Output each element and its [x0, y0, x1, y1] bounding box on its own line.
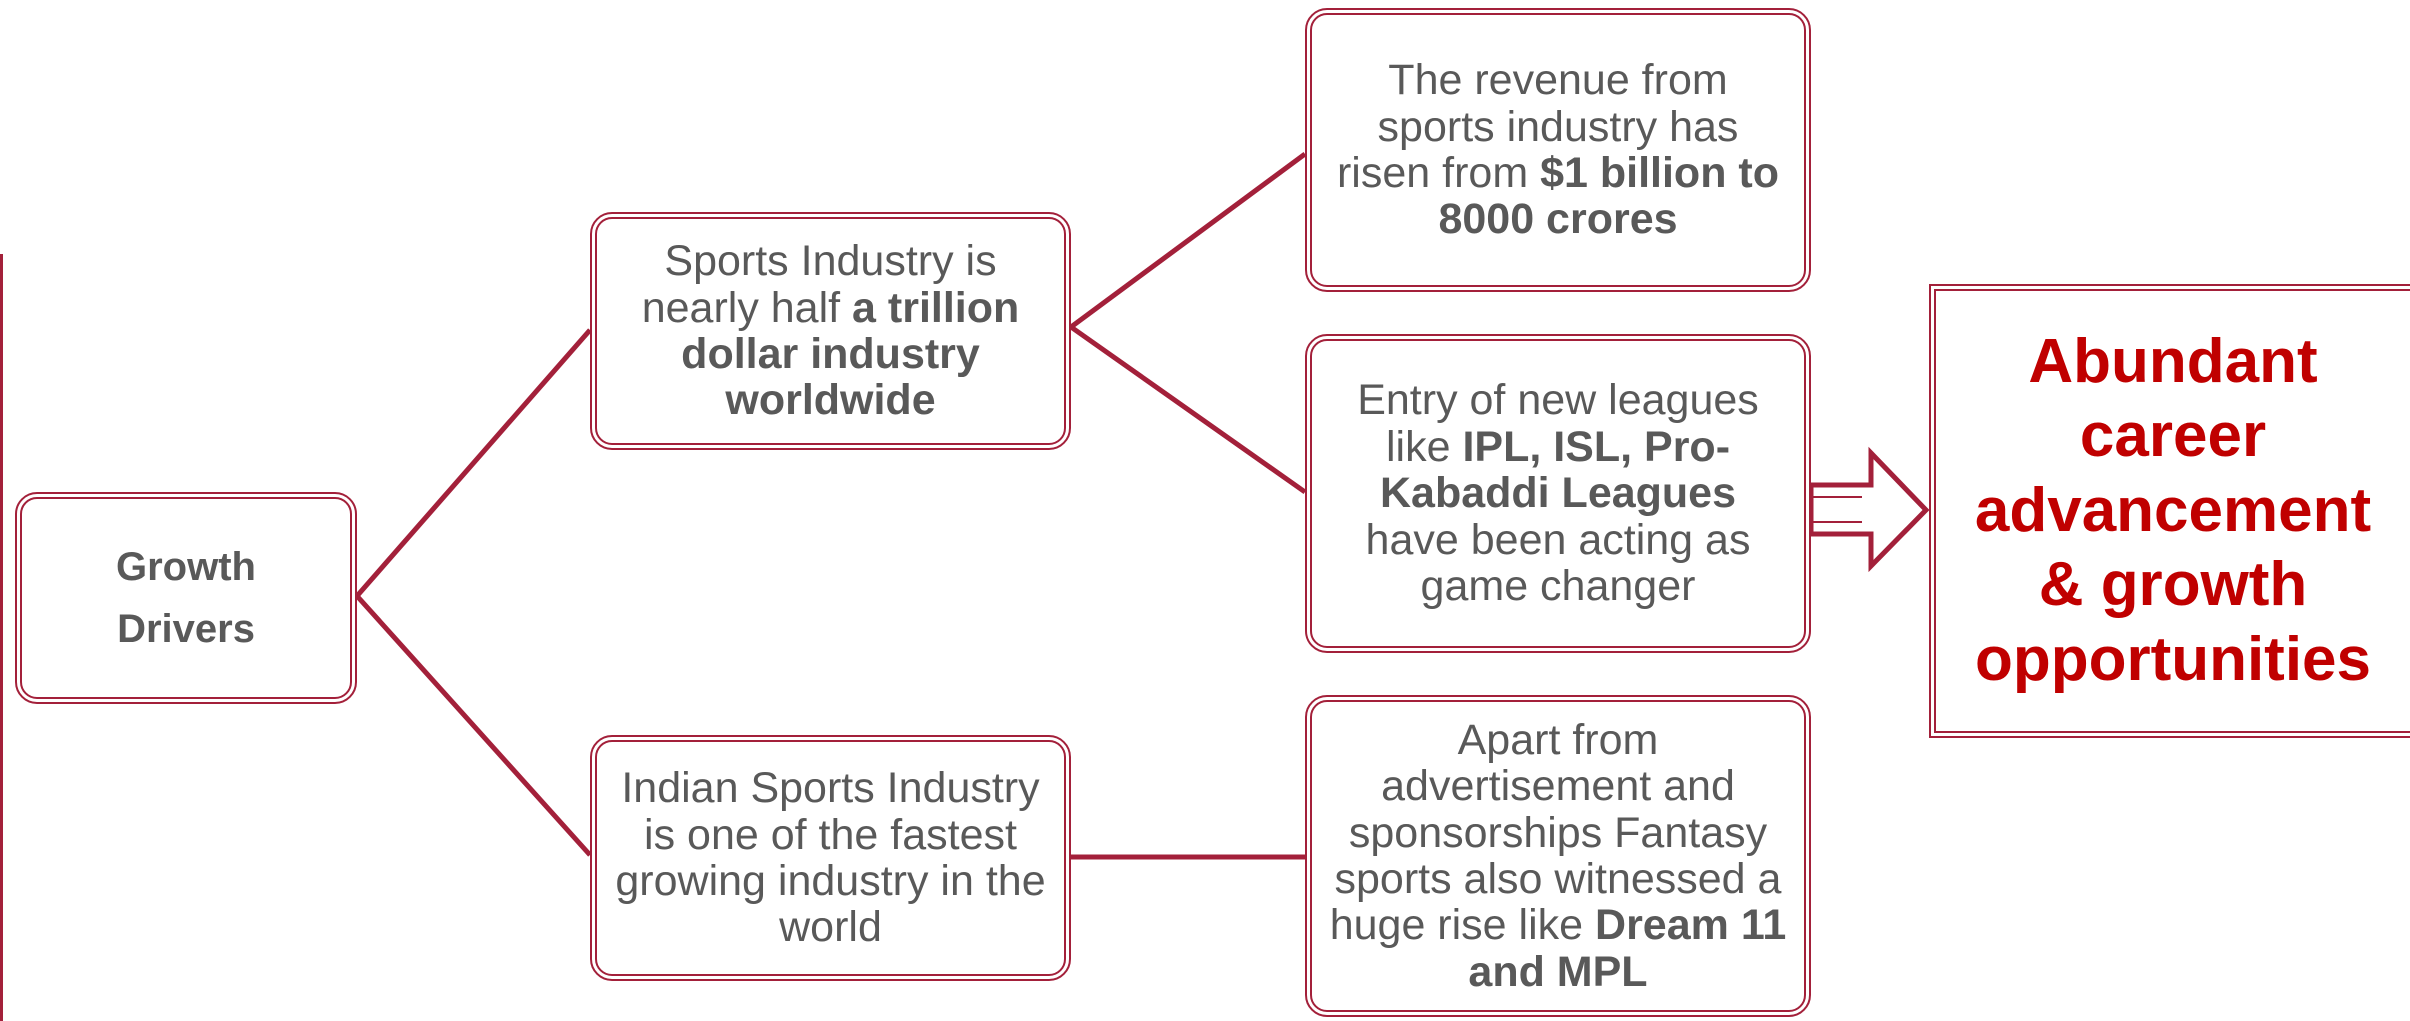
- text-part: IPL, ISL, Pro-Kabaddi Leagues: [1379, 422, 1737, 518]
- result-box: Abundant career advancement & growth opp…: [1929, 284, 2410, 738]
- connector: [355, 328, 592, 598]
- node-text: Apart from advertisement and sponsorship…: [1328, 716, 1788, 996]
- node-box: Sports Industry is nearly half a trillio…: [590, 212, 1071, 450]
- text-part: Indian Sports Industry is one of the fas…: [615, 764, 1058, 952]
- node-text: Entry of new leagues like IPL, ISL, Pro-…: [1333, 377, 1783, 609]
- connector: [1069, 324, 1307, 495]
- text-part: Entry of new leagues like: [1357, 376, 1771, 471]
- text-part: Abundant career advancement & growth opp…: [1974, 327, 2389, 694]
- node-text: Sports Industry is nearly half a trillio…: [631, 238, 1031, 424]
- connector: [355, 594, 592, 857]
- node-text: The revenue from sports industry has ris…: [1326, 57, 1790, 243]
- text-part: Apart from advertisement and sponsorship…: [1329, 715, 1794, 950]
- node-box: Apart from advertisement and sponsorship…: [1305, 695, 1811, 1017]
- text-part: have been acting as game changer: [1365, 469, 1763, 611]
- edge-line: [0, 254, 3, 1021]
- node-text: Growth Drivers: [86, 536, 286, 660]
- node-text: Abundant career advancement & growth opp…: [1963, 325, 2383, 697]
- node-box: Indian Sports Industry is one of the fas…: [590, 735, 1071, 981]
- connector: [1069, 151, 1307, 330]
- text-part: The revenue from sports industry has ris…: [1336, 56, 1751, 197]
- text-part: Sports Industry is nearly half: [641, 237, 1009, 332]
- text-part: Dream 11 and MPL: [1468, 901, 1799, 996]
- text-part: Growth Drivers: [116, 545, 268, 651]
- node-text: Indian Sports Industry is one of the fas…: [611, 765, 1050, 951]
- text-part: $1 billion to 8000 crores: [1438, 149, 1791, 244]
- arrow: [1808, 446, 1930, 573]
- text-part: a trillion dollar industry worldwide: [681, 283, 1032, 425]
- node-box: The revenue from sports industry has ris…: [1305, 8, 1811, 292]
- node-box: Entry of new leagues like IPL, ISL, Pro-…: [1305, 334, 1811, 653]
- node-box: Growth Drivers: [15, 492, 357, 704]
